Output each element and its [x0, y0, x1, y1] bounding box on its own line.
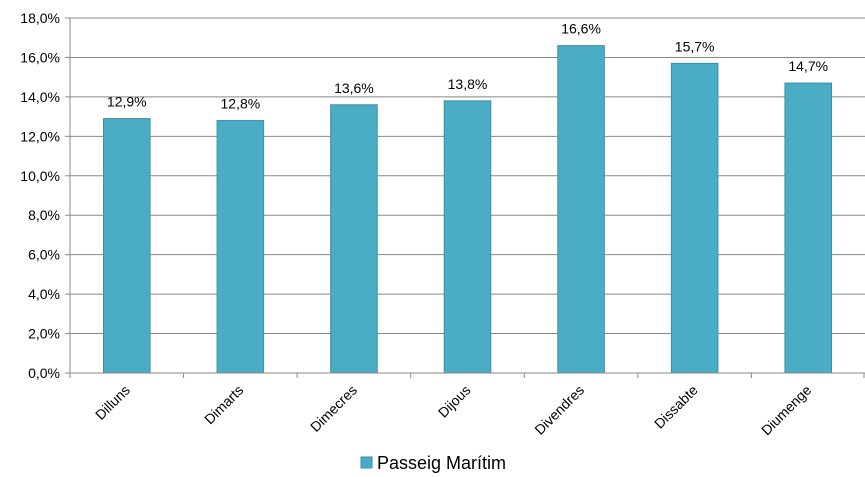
y-tick-label: 8,0%: [28, 207, 60, 223]
bars: [103, 45, 832, 374]
legend-label-passeig-maritim: Passeig Marítim: [377, 453, 506, 473]
data-label-dimarts: 12,8%: [221, 96, 261, 112]
bar-dilluns: [103, 118, 151, 374]
y-tick-label: 4,0%: [28, 286, 60, 302]
data-labels: 12,9% 12,8% 13,6% 13,8% 16,6% 15,7% 14,7%: [107, 21, 828, 112]
bar-dissabte: [670, 62, 719, 374]
x-tick-label-dimecres: Dimecres: [307, 382, 360, 435]
data-label-dijous: 13,8%: [448, 76, 488, 92]
data-label-diumenge: 14,7%: [788, 58, 828, 74]
y-axis: 0,0% 2,0% 4,0% 6,0% 8,0% 10,0% 12,0% 14,0% 16,0%…: [20, 10, 71, 381]
data-label-dilluns: 12,9%: [107, 94, 147, 110]
y-tick-label: 14,0%: [20, 89, 60, 105]
x-tick-label-dimarts: Dimarts: [201, 382, 246, 427]
bar-dimarts: [216, 120, 265, 374]
bar-divendres: [557, 45, 605, 374]
x-axis: Dilluns Dimarts Dimecres Dijous Divendres Dis…: [69, 372, 865, 439]
data-label-dissabte: 15,7%: [675, 38, 715, 54]
x-tick-label-diumenge: Diumenge: [758, 382, 815, 439]
bar-dimecres: [330, 104, 378, 374]
y-tick-label: 16,0%: [20, 49, 60, 65]
x-tick-label-dijous: Dijous: [435, 382, 474, 421]
x-tick-label-dissabte: Dissabte: [651, 382, 701, 432]
y-tick-label: 12,0%: [20, 128, 60, 144]
x-tick-label-dilluns: Dilluns: [92, 382, 133, 423]
y-tick-label: 2,0%: [28, 326, 60, 342]
data-label-divendres: 16,6%: [561, 21, 601, 37]
y-tick-label: 6,0%: [28, 247, 60, 263]
x-tick-label-divendres: Divendres: [531, 382, 587, 438]
bar-diumenge: [784, 82, 832, 374]
y-tick-label: 10,0%: [20, 168, 60, 184]
legend-swatch: [360, 456, 373, 469]
y-tick-label: 18,0%: [20, 10, 60, 26]
bar-dijous: [443, 100, 492, 374]
data-label-dimecres: 13,6%: [334, 80, 374, 96]
y-tick-label: 0,0%: [28, 365, 60, 381]
legend: Passeig Marítim: [360, 453, 506, 473]
